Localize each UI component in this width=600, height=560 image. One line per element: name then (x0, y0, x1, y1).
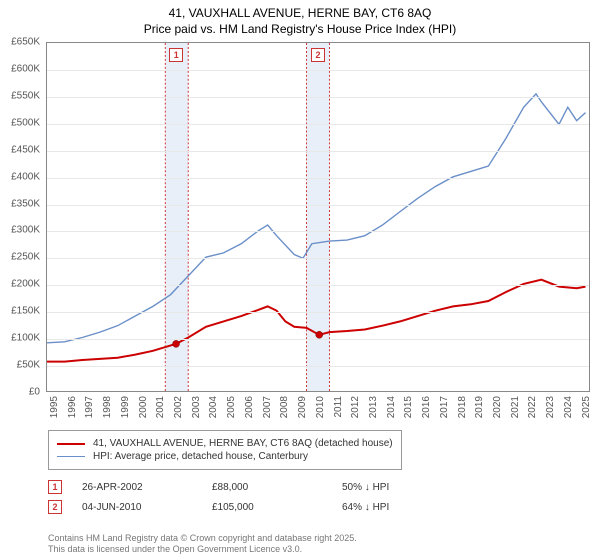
x-tick-label: 2020 (492, 396, 503, 418)
x-tick-label: 2013 (368, 396, 379, 418)
sale-points-table: 1 26-APR-2002 £88,000 50% ↓ HPI 2 04-JUN… (48, 480, 472, 520)
legend-swatch-blue (57, 456, 85, 457)
footer-line2: This data is licensed under the Open Gov… (48, 544, 357, 556)
y-tick-label: £550K (11, 90, 40, 101)
gridline (47, 339, 589, 340)
x-tick-label: 2014 (386, 396, 397, 418)
y-tick-label: £200K (11, 279, 40, 290)
y-tick-label: £250K (11, 252, 40, 263)
x-tick-label: 2015 (403, 396, 414, 418)
point-date: 26-APR-2002 (82, 482, 212, 493)
band-label-1: 1 (169, 48, 183, 62)
x-tick-label: 2021 (510, 396, 521, 418)
y-tick-label: £400K (11, 171, 40, 182)
plot-area (46, 42, 590, 392)
gridline (47, 258, 589, 259)
y-tick-label: £500K (11, 117, 40, 128)
x-tick-label: 2024 (563, 396, 574, 418)
gridline (47, 231, 589, 232)
gridline (47, 178, 589, 179)
y-tick-label: £100K (11, 333, 40, 344)
x-tick-label: 2018 (457, 396, 468, 418)
point-pct: 64% ↓ HPI (342, 502, 472, 513)
legend-label: HPI: Average price, detached house, Cant… (93, 451, 308, 462)
x-tick-label: 2025 (581, 396, 592, 418)
x-tick-label: 2001 (155, 396, 166, 418)
x-tick-label: 2023 (545, 396, 556, 418)
x-tick-label: 2010 (315, 396, 326, 418)
point-date: 04-JUN-2010 (82, 502, 212, 513)
x-tick-label: 2008 (279, 396, 290, 418)
legend-item: HPI: Average price, detached house, Cant… (57, 451, 393, 462)
x-tick-label: 2017 (439, 396, 450, 418)
x-axis: 1995 1996 1997 1998 1999 2000 2001 2002 2003 2004… (46, 394, 590, 424)
x-tick-label: 2009 (297, 396, 308, 418)
x-tick-label: 1999 (120, 396, 131, 418)
x-tick-label: 2022 (527, 396, 538, 418)
y-tick-label: £300K (11, 225, 40, 236)
title-line1: 41, VAUXHALL AVENUE, HERNE BAY, CT6 8AQ (0, 6, 600, 22)
gridline (47, 366, 589, 367)
sale-point-row: 2 04-JUN-2010 £105,000 64% ↓ HPI (48, 500, 472, 514)
x-tick-label: 1997 (84, 396, 95, 418)
x-tick-label: 2012 (350, 396, 361, 418)
x-tick-label: 2004 (208, 396, 219, 418)
legend-swatch-red (57, 443, 85, 445)
legend: 41, VAUXHALL AVENUE, HERNE BAY, CT6 8AQ … (48, 430, 402, 470)
x-tick-label: 2002 (173, 396, 184, 418)
gridline (47, 285, 589, 286)
y-axis: £0£50K£100K£150K£200K£250K£300K£350K£400… (0, 42, 44, 392)
y-tick-label: £450K (11, 144, 40, 155)
x-tick-label: 1996 (67, 396, 78, 418)
sale-point-row: 1 26-APR-2002 £88,000 50% ↓ HPI (48, 480, 472, 494)
point-marker-1: 1 (48, 480, 62, 494)
point-marker-2: 2 (48, 500, 62, 514)
legend-item: 41, VAUXHALL AVENUE, HERNE BAY, CT6 8AQ … (57, 438, 393, 449)
footer-attribution: Contains HM Land Registry data © Crown c… (48, 533, 357, 556)
gridline (47, 97, 589, 98)
x-tick-label: 2019 (474, 396, 485, 418)
y-tick-label: £150K (11, 306, 40, 317)
y-tick-label: £650K (11, 37, 40, 48)
y-tick-label: £0 (29, 387, 40, 398)
x-tick-label: 2016 (421, 396, 432, 418)
x-tick-label: 2011 (333, 396, 344, 418)
y-tick-label: £350K (11, 198, 40, 209)
x-tick-label: 2007 (262, 396, 273, 418)
point-price: £88,000 (212, 482, 342, 493)
gridline (47, 205, 589, 206)
x-tick-label: 2006 (244, 396, 255, 418)
band-label-2: 2 (311, 48, 325, 62)
legend-label: 41, VAUXHALL AVENUE, HERNE BAY, CT6 8AQ … (93, 438, 393, 449)
x-tick-label: 1995 (49, 396, 60, 418)
x-tick-label: 2000 (138, 396, 149, 418)
point-price: £105,000 (212, 502, 342, 513)
x-tick-label: 2005 (226, 396, 237, 418)
point-pct: 50% ↓ HPI (342, 482, 472, 493)
x-tick-label: 2003 (191, 396, 202, 418)
chart-title: 41, VAUXHALL AVENUE, HERNE BAY, CT6 8AQ … (0, 0, 600, 37)
footer-line1: Contains HM Land Registry data © Crown c… (48, 533, 357, 545)
gridline (47, 70, 589, 71)
gridline (47, 124, 589, 125)
title-line2: Price paid vs. HM Land Registry's House … (0, 22, 600, 38)
y-tick-label: £600K (11, 63, 40, 74)
gridline (47, 312, 589, 313)
y-tick-label: £50K (17, 360, 40, 371)
x-tick-label: 1998 (102, 396, 113, 418)
gridline (47, 151, 589, 152)
